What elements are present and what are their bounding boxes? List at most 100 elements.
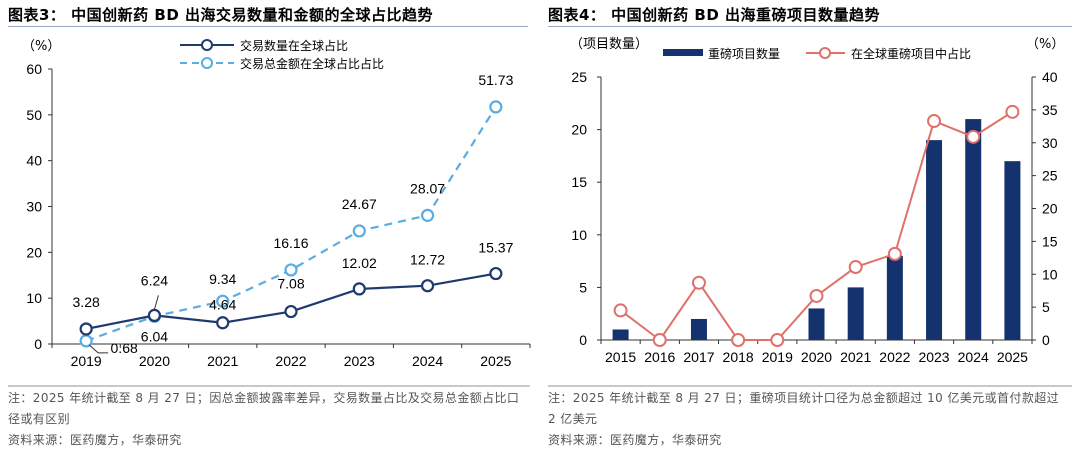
data-label: 6.24 bbox=[141, 272, 168, 288]
y-right-tick-label: 35 bbox=[1042, 102, 1058, 118]
data-point bbox=[79, 322, 93, 336]
x-tick-label: 2016 bbox=[644, 349, 675, 365]
x-tick-label: 2023 bbox=[918, 349, 949, 365]
legend-label-1: 交易数量在全球占比 bbox=[240, 38, 348, 53]
x-tick-label: 2019 bbox=[762, 349, 793, 365]
legend-marker-2 bbox=[201, 57, 213, 69]
y-tick-label: 20 bbox=[26, 244, 42, 260]
data-point bbox=[216, 316, 230, 330]
data-point bbox=[652, 333, 667, 347]
data-label: 3.28 bbox=[73, 294, 100, 310]
x-tick-label: 2021 bbox=[840, 349, 871, 365]
y-left-tick-label: 0 bbox=[579, 332, 587, 348]
data-label: 28.07 bbox=[410, 180, 445, 196]
data-point bbox=[887, 246, 902, 261]
notes-divider bbox=[548, 385, 1072, 387]
data-label: 51.73 bbox=[478, 72, 513, 88]
data-point bbox=[79, 334, 93, 348]
data-label: 7.08 bbox=[277, 276, 304, 292]
y-left-tick-label: 5 bbox=[579, 279, 587, 295]
data-label: 0.68 bbox=[111, 340, 138, 356]
data-point bbox=[731, 333, 746, 347]
y-tick-label: 60 bbox=[26, 61, 42, 77]
data-point bbox=[352, 282, 366, 296]
data-label: 9.34 bbox=[209, 271, 236, 287]
data-point bbox=[691, 275, 706, 290]
x-tick-label: 2025 bbox=[997, 349, 1028, 365]
y-tick-label: 0 bbox=[34, 336, 42, 352]
x-tick-label: 2020 bbox=[139, 353, 170, 369]
data-point bbox=[848, 260, 863, 275]
data-point bbox=[420, 208, 435, 222]
y-axis-left-unit-label: （项目数量） bbox=[570, 37, 648, 52]
data-point bbox=[352, 224, 366, 238]
figure-3-title: 图表3： 中国创新药 BD 出海交易数量和金额的全球占比趋势 bbox=[8, 6, 433, 24]
y-axis-right-unit-label: （%） bbox=[1026, 37, 1064, 52]
bar bbox=[1004, 161, 1021, 340]
data-point bbox=[284, 263, 298, 277]
y-right-tick-label: 0 bbox=[1042, 332, 1050, 348]
y-axis-unit-label: （%） bbox=[22, 39, 60, 54]
x-tick-label: 2019 bbox=[71, 353, 102, 369]
data-point bbox=[613, 303, 628, 318]
x-tick-label: 2024 bbox=[958, 349, 989, 365]
x-tick-label: 2017 bbox=[683, 349, 714, 365]
x-tick-label: 2025 bbox=[480, 353, 511, 369]
title-divider bbox=[8, 26, 528, 27]
data-point bbox=[927, 114, 942, 129]
data-point bbox=[489, 100, 503, 114]
data-label: 12.02 bbox=[342, 255, 377, 271]
y-tick-label: 50 bbox=[26, 107, 42, 123]
data-point bbox=[489, 266, 503, 281]
y-tick-label: 40 bbox=[26, 153, 42, 169]
y-left-tick-label: 15 bbox=[571, 174, 587, 190]
figure-3-chart: （%） 0 10 20 30 40 50 60 2019 2020 2021 2022 2023 2024… bbox=[22, 38, 531, 369]
leader-line bbox=[88, 344, 109, 354]
title-divider bbox=[548, 26, 1072, 27]
y-left-tick-label: 25 bbox=[571, 69, 587, 85]
legend-label-line: 在全球重磅项目中占比 bbox=[851, 46, 971, 61]
y-right-tick-label: 20 bbox=[1042, 201, 1058, 217]
figure-4-source: 资料来源：医药魔方，华泰研究 bbox=[548, 433, 722, 447]
y-right-tick-label: 5 bbox=[1042, 299, 1050, 315]
leader-line bbox=[153, 295, 159, 310]
legend-marker bbox=[819, 47, 831, 59]
bar bbox=[926, 140, 943, 340]
y-right-tick-label: 10 bbox=[1042, 266, 1058, 282]
data-label: 12.72 bbox=[410, 252, 445, 268]
data-point bbox=[770, 333, 785, 347]
legend-label-2: 交易总金额在全球占比占比 bbox=[240, 56, 384, 71]
notes-divider bbox=[8, 385, 530, 387]
x-tick-label: 2015 bbox=[605, 349, 636, 365]
share-line bbox=[619, 111, 1013, 342]
x-tick-label: 2023 bbox=[344, 353, 375, 369]
y-right-tick-label: 15 bbox=[1042, 233, 1058, 249]
data-point bbox=[1005, 104, 1020, 119]
data-label: 24.67 bbox=[342, 196, 377, 212]
x-tick-label: 2021 bbox=[207, 353, 238, 369]
data-point bbox=[966, 129, 981, 144]
data-point bbox=[147, 308, 162, 322]
bar bbox=[690, 318, 707, 340]
data-label: 6.04 bbox=[141, 328, 168, 344]
x-tick-label: 2022 bbox=[879, 349, 910, 365]
y-right-tick-label: 40 bbox=[1042, 69, 1058, 85]
y-tick-label: 10 bbox=[26, 290, 42, 306]
x-tick-label: 2022 bbox=[275, 353, 306, 369]
x-tick-label: 2018 bbox=[723, 349, 754, 365]
figure-4-note: 注：2025 年统计截至 8 月 27 日；重磅项目统计口径为总金额超过 10 … bbox=[548, 391, 1060, 426]
legend-marker-1 bbox=[201, 39, 213, 51]
x-tick-label: 2020 bbox=[801, 349, 832, 365]
bar bbox=[808, 308, 825, 340]
data-point bbox=[420, 279, 435, 293]
y-left-tick-label: 20 bbox=[571, 122, 587, 138]
data-point bbox=[809, 288, 824, 303]
data-label: 16.16 bbox=[273, 235, 308, 251]
y-right-tick-label: 25 bbox=[1042, 168, 1058, 184]
x-tick-label: 2024 bbox=[412, 353, 443, 369]
legend-label-bar: 重磅项目数量 bbox=[708, 46, 780, 61]
data-label: 15.37 bbox=[478, 240, 513, 256]
y-right-tick-label: 30 bbox=[1042, 135, 1058, 151]
bar bbox=[612, 329, 629, 340]
